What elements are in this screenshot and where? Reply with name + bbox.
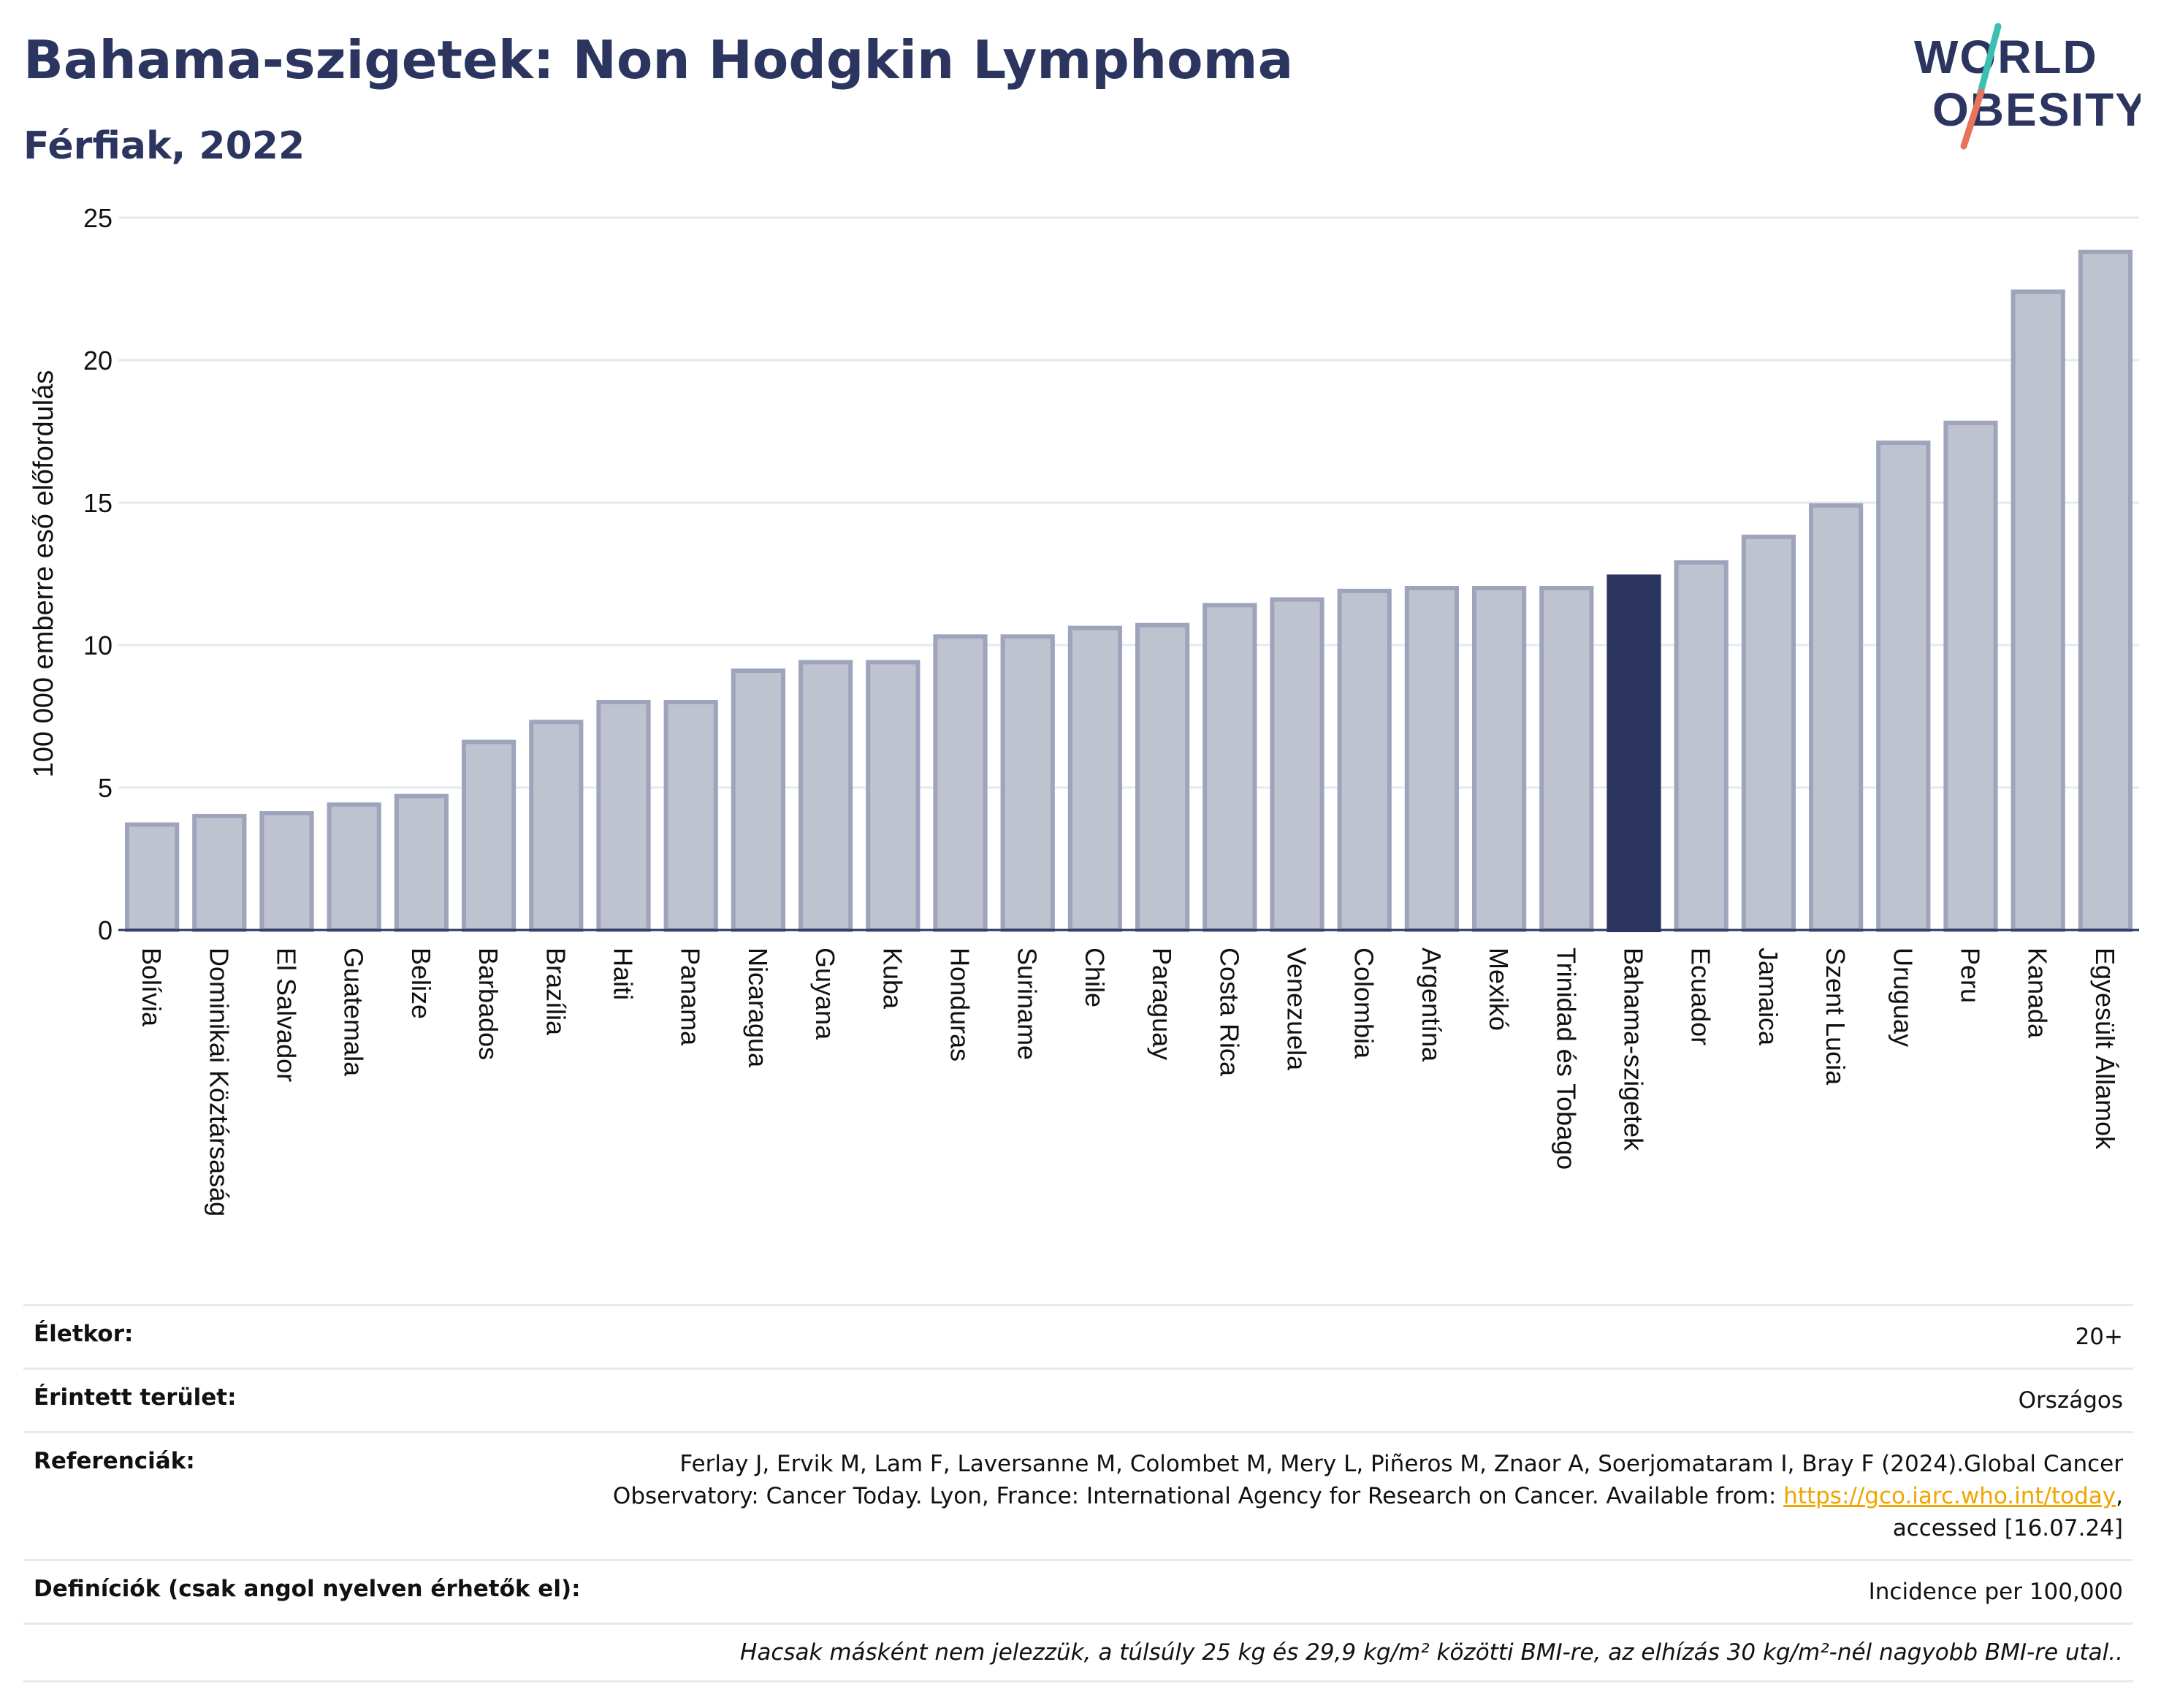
world-obesity-logo: WORLD OBESITY <box>1914 23 2141 150</box>
x-tick-label: Bahama-szigetek <box>1619 948 1649 1151</box>
bar <box>1539 586 1594 932</box>
reference-text-1: Ferlay J, Ervik M, Lam F, Laversanne M, … <box>679 1451 2123 1478</box>
info-row-definitions: Definíciók (csak angol nyelven érhetők e… <box>23 1559 2133 1623</box>
y-tick-label: 25 <box>83 203 113 233</box>
bar <box>1135 622 1190 932</box>
bar <box>731 668 786 932</box>
x-tick-label: El Salvador <box>272 948 302 1082</box>
age-label: Életkor: <box>34 1321 134 1347</box>
x-tick-label: Brazília <box>541 948 571 1036</box>
y-tick-labels: 0 5 10 15 20 25 <box>83 203 113 945</box>
bar <box>461 739 517 932</box>
x-tick-label: Kuba <box>877 948 907 1010</box>
logo-text-world: WORLD <box>1914 31 2098 83</box>
bars <box>124 249 2133 933</box>
references-label: Referenciák: <box>34 1448 195 1475</box>
bar <box>1270 597 1325 932</box>
x-tick-label: Colombia <box>1349 948 1379 1059</box>
bar <box>327 802 381 933</box>
bar <box>1203 603 1257 933</box>
bar <box>798 660 853 933</box>
bar <box>1876 441 1931 932</box>
x-tick-label: Venezuela <box>1282 948 1312 1071</box>
logo-slash-bottom <box>1960 88 1985 150</box>
bar <box>1471 586 1527 932</box>
info-table: Életkor: 20+ Érintett terület: Országos … <box>23 1304 2133 1683</box>
x-tick-label: Ecuador <box>1686 948 1716 1045</box>
x-tick-label: Nicaragua <box>743 948 773 1068</box>
definitions-value: Incidence per 100,000 <box>1868 1579 2123 1606</box>
y-tick-label: 15 <box>83 488 113 518</box>
bar <box>529 720 584 932</box>
bar <box>2078 249 2133 932</box>
y-tick-label: 5 <box>98 773 113 803</box>
bar-chart: 0 5 10 15 20 25 Bolívia Dominikai Köztársaság E… <box>28 203 2139 1216</box>
bar <box>596 700 651 932</box>
y-axis-title: 100 000 emberre eső előfordulás <box>28 370 59 778</box>
area-value: Országos <box>2018 1387 2123 1414</box>
x-tick-label: Guyana <box>810 948 840 1040</box>
bar <box>1741 534 1796 932</box>
x-tick-label: Barbados <box>473 948 503 1060</box>
x-tick-label: Egyesült Államok <box>2090 948 2120 1150</box>
chart-subtitle: Férfiak, 2022 <box>23 124 305 168</box>
info-row-age: Életkor: 20+ <box>23 1304 2133 1368</box>
footnote: Hacsak másként nem jelezzük, a túlsúly 2… <box>740 1639 2123 1666</box>
bar <box>1000 634 1055 932</box>
x-tick-label: Szent Lucia <box>1821 948 1851 1086</box>
x-tick-label: Peru <box>1956 948 1986 1003</box>
bar <box>192 814 247 932</box>
bar <box>866 660 921 933</box>
x-tick-label: Mexikó <box>1484 948 1514 1031</box>
bar <box>663 700 718 932</box>
x-tick-label: Dominikai Köztársaság <box>204 948 234 1216</box>
bar <box>1808 503 1864 932</box>
grid-lines <box>118 216 2139 789</box>
bar <box>259 811 314 932</box>
x-tick-label: Trinidad és Tobago <box>1551 948 1581 1170</box>
definitions-label: Definíciók (csak angol nyelven érhetők e… <box>34 1576 581 1603</box>
x-tick-label: Panama <box>676 948 706 1046</box>
bar <box>1404 586 1460 932</box>
chart-title: Bahama-szigetek: Non Hodgkin Lymphoma <box>23 29 1294 91</box>
x-tick-labels: Bolívia Dominikai Köztársaság El Salvador G… <box>137 948 2120 1216</box>
logo-slash-top <box>1976 23 2002 99</box>
reference-text-3: accessed [16.07.24] <box>1892 1515 2123 1542</box>
references-value: Ferlay J, Ervik M, Lam F, Laversanne M, … <box>612 1451 2123 1542</box>
x-tick-label: Uruguay <box>1888 948 1918 1047</box>
x-tick-label: Suriname <box>1013 948 1043 1060</box>
bar <box>1337 588 1392 933</box>
x-tick-label: Chile <box>1080 948 1110 1007</box>
bar <box>1943 420 1998 932</box>
info-row-note: Hacsak másként nem jelezzük, a túlsúly 2… <box>23 1623 2133 1683</box>
x-tick-label: Kanada <box>2023 948 2053 1039</box>
x-tick-label: Honduras <box>945 948 975 1061</box>
y-tick-label: 20 <box>83 346 113 375</box>
reference-text-2: Observatory: Cancer Today. Lyon, France:… <box>612 1483 1777 1510</box>
y-tick-label: 10 <box>83 630 113 660</box>
bar <box>1067 625 1123 932</box>
age-value: 20+ <box>2075 1324 2123 1350</box>
x-tick-label: Jamaica <box>1753 948 1783 1046</box>
x-tick-label: Guatemala <box>339 948 369 1077</box>
bar <box>124 822 180 932</box>
x-tick-label: Argentína <box>1417 948 1447 1062</box>
x-tick-label: Paraguay <box>1147 948 1177 1060</box>
info-row-area: Érintett terület: Országos <box>23 1368 2133 1431</box>
y-tick-label: 0 <box>98 915 113 945</box>
bar <box>2011 289 2065 932</box>
x-tick-label: Belize <box>406 948 436 1019</box>
bar <box>394 793 449 932</box>
x-tick-label: Haiti <box>609 948 639 1000</box>
bar-highlight <box>1607 574 1661 933</box>
x-tick-label: Bolívia <box>137 948 167 1027</box>
bar <box>933 634 988 932</box>
info-row-references: Referenciák: Ferlay J, Ervik M, Lam F, L… <box>23 1431 2133 1559</box>
area-label: Érintett terület: <box>34 1384 237 1411</box>
x-tick-label: Costa Rica <box>1214 948 1244 1077</box>
bar <box>1674 560 1729 933</box>
reference-link[interactable]: https://gco.iarc.who.int/today <box>1783 1483 2116 1510</box>
